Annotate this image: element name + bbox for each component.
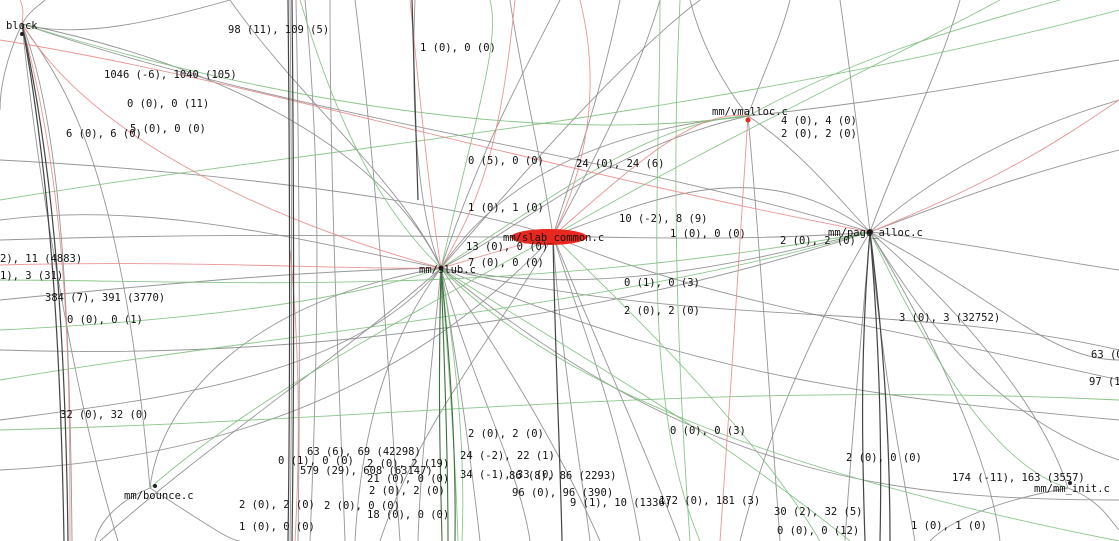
edge-label: 174 (-11), 163 (3557): [952, 472, 1085, 484]
node-block-label: block: [6, 20, 38, 32]
edge-label: 2 (0), 0 (0): [324, 500, 400, 512]
edges-heavy: [21, 0, 891, 541]
edge-label: 0 (0), 0 (3): [670, 425, 746, 437]
edge-label: 0 (1), 0 (0): [278, 455, 354, 467]
edge-label: 30 (2), 32 (5): [774, 506, 863, 518]
edge-label: 1 (0), 0 (0): [239, 521, 315, 533]
node-vmalloc-label: mm/vmalloc.c: [712, 106, 788, 118]
edge-label: 96 (0), 96 (390): [512, 487, 613, 499]
edge-label: 2 (0), 2 (0): [239, 499, 315, 511]
edge-label: 2 (0), 2 (0): [624, 305, 700, 317]
edge-label: 3 (0), 3 (32752): [899, 312, 1000, 324]
edge-label: 86 (8), 86 (2293): [509, 470, 616, 482]
edge-label: 0 (0), 0 (11): [127, 98, 209, 110]
edge-label: 579 (29), 608 (63147): [300, 465, 433, 477]
edge-label: 63 (6), 69 (42298): [307, 446, 421, 458]
edge-label: 1 (0), 1 (0): [468, 202, 544, 214]
edge-label: 172 (0), 181 (3): [659, 495, 760, 507]
node-page-alloc-marker: [867, 229, 873, 235]
edge-label: 24 (0), 24 (6): [576, 158, 665, 170]
node-slab-common-marker: [511, 229, 587, 245]
edge-label: 9 (1), 10 (1336): [570, 497, 671, 509]
edge-label: 1 (0), 1 (0): [911, 520, 987, 532]
node-bounce[interactable]: mm/bounce.c: [124, 484, 194, 502]
edge-label: 1046 (-6), 1040 (105): [104, 69, 237, 81]
edge-label: 4 (0), 4 (0): [781, 115, 857, 127]
edge-label: 6 (0), 6 (0): [66, 128, 142, 140]
edge-label: 2 (0), 2 (0): [780, 235, 856, 247]
edge-label: 2 (0), 2 (0): [369, 485, 445, 497]
edge-label: 63 (0): [1091, 349, 1119, 361]
edge-label: 0 (5), 0 (0): [468, 155, 544, 167]
node-slab-common-label: mm/slab_common.c: [503, 232, 604, 244]
node-vmalloc[interactable]: mm/vmalloc.c: [712, 106, 788, 123]
edge-labels: 98 (11), 109 (5) 1 (0), 0 (0) 1046 (-6),…: [0, 24, 1119, 537]
node-slub[interactable]: mm/slub.c: [419, 264, 476, 276]
edge-label: 34 (-1), 33 (0): [460, 469, 555, 481]
node-bounce-label: mm/bounce.c: [124, 490, 194, 502]
edge-label: 7 (0), 0 (0): [468, 257, 544, 269]
node-mm-init[interactable]: mm/mm_init.c: [1034, 481, 1110, 495]
node-page-alloc-label: mm/page_alloc.c: [828, 227, 923, 239]
edge-label: 2 (0), 2 (0): [468, 428, 544, 440]
edge-label: 32 (0), 32 (0): [60, 409, 149, 421]
node-bounce-marker: [153, 484, 157, 488]
edge-label: 384 (7), 391 (3770): [45, 292, 165, 304]
node-slab-common[interactable]: mm/slab_common.c: [503, 229, 604, 245]
node-block-marker: [20, 32, 24, 36]
edge-label: 2 (0), 2 (0): [781, 128, 857, 140]
edge-label: 2 (0), 0 (0): [846, 452, 922, 464]
edge-label: 2 (0), 2 (19): [367, 458, 449, 470]
edge-label: 2), 11 (4883): [0, 253, 82, 265]
edge-label: 1 (0), 0 (0): [670, 228, 746, 240]
edge-label: 18 (0), 0 (0): [367, 509, 449, 521]
edge-label: 1), 3 (31): [0, 270, 63, 282]
edge-label: 0 (0), 0 (1): [67, 314, 143, 326]
edge-label: 0 (0), 0 (12): [777, 525, 859, 537]
edge-label: 21 (0), 0 (0): [367, 473, 449, 485]
node-page-alloc[interactable]: mm/page_alloc.c: [828, 227, 923, 239]
node-slub-label: mm/slub.c: [419, 264, 476, 276]
edge-label: 13 (0), 0 (0): [466, 241, 548, 253]
node-mm-init-label: mm/mm_init.c: [1034, 483, 1110, 495]
node-vmalloc-marker: [745, 117, 751, 123]
edge-label: 0 (1), 0 (3): [624, 277, 700, 289]
edge-label: 98 (11), 109 (5): [228, 24, 329, 36]
edge-label: 24 (-2), 22 (1): [460, 450, 555, 462]
node-block[interactable]: block: [6, 20, 38, 36]
node-mm-init-marker: [1068, 481, 1072, 485]
edge-label: 5 (0), 0 (0): [130, 123, 206, 135]
edge-label: 10 (-2), 8 (9): [619, 213, 708, 225]
edge-label: 97 (1: [1089, 376, 1119, 388]
node-slub-marker: [438, 265, 444, 271]
edge-label: 1 (0), 0 (0): [420, 42, 496, 54]
